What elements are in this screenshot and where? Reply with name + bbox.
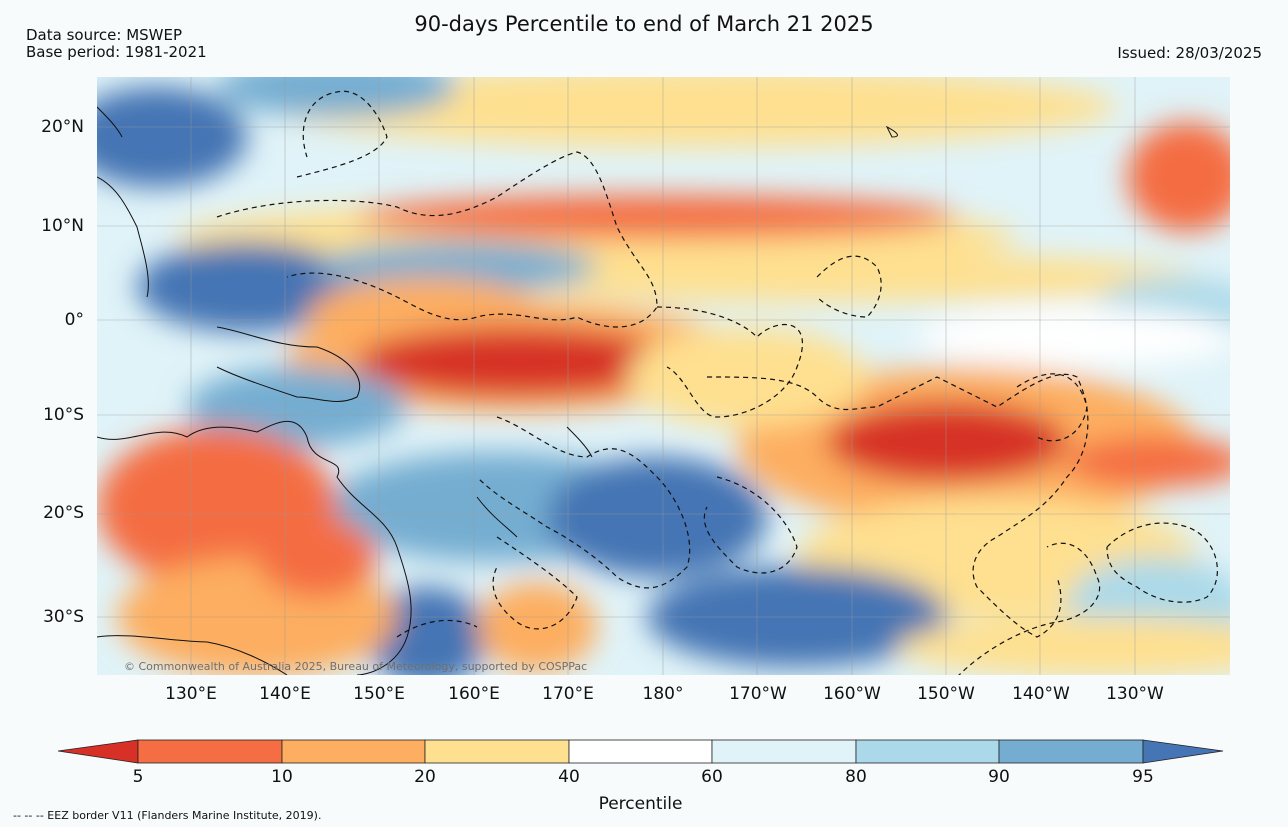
- percentile-map: [97, 77, 1230, 675]
- data-source-info: Data source: MSWEP Base period: 1981-202…: [26, 27, 207, 61]
- graticule: [97, 77, 1230, 675]
- coastlines: [97, 106, 898, 675]
- colorbar-segment-80-90: [855, 739, 1000, 764]
- lon-label-170w: 170°W: [729, 684, 787, 704]
- colorbar-segment-20-40: [424, 739, 570, 764]
- colorbar-tick-90: 90: [988, 767, 1010, 787]
- colorbar-segment-40-60: [568, 739, 713, 764]
- colorbar-tick-40: 40: [558, 767, 580, 787]
- colorbar-tick-10: 10: [271, 767, 293, 787]
- colorbar-extend-high: [1142, 739, 1224, 764]
- colorbar-tick-5: 5: [132, 767, 144, 787]
- lon-label-140w: 140°W: [1012, 684, 1070, 704]
- lat-label-10s: 10°S: [43, 405, 84, 425]
- lon-label-180: 180°: [642, 684, 684, 704]
- colorbar-segment-5-10: [137, 739, 283, 764]
- colorbar-segment-10-20: [281, 739, 426, 764]
- lon-label-130w: 130°W: [1106, 684, 1164, 704]
- colorbar-tick-95: 95: [1132, 767, 1154, 787]
- lon-label-160w: 160°W: [823, 684, 881, 704]
- colorbar-tick-60: 60: [701, 767, 723, 787]
- eez-footnote: -- -- -- EEZ border V11 (Flanders Marine…: [13, 809, 322, 822]
- lat-label-20n: 20°N: [41, 117, 84, 137]
- eez-borders: [216, 90, 1218, 675]
- colorbar-segment-90-95: [998, 739, 1144, 764]
- map-title: 90-days Percentile to end of March 21 20…: [414, 12, 874, 36]
- lat-label-30s: 30°S: [43, 607, 84, 627]
- lon-label-150w: 150°W: [917, 684, 975, 704]
- lon-label-130e: 130°E: [165, 684, 217, 704]
- colorbar: [57, 739, 1224, 764]
- issued-date: Issued: 28/03/2025: [1117, 44, 1262, 62]
- base-period-text: Base period: 1981-2021: [26, 43, 207, 61]
- lon-label-140e: 140°E: [259, 684, 311, 704]
- colorbar-segment-60-80: [711, 739, 857, 764]
- copyright-notice: © Commonwealth of Australia 2025, Bureau…: [124, 660, 588, 673]
- lat-label-20s: 20°S: [43, 503, 84, 523]
- colorbar-tick-80: 80: [845, 767, 867, 787]
- colorbar-tick-20: 20: [414, 767, 436, 787]
- colorbar-title: Percentile: [598, 794, 683, 814]
- data-source-text: Data source: MSWEP: [26, 26, 183, 44]
- lat-label-0: 0°: [64, 310, 84, 330]
- lon-label-150e: 150°E: [353, 684, 405, 704]
- lon-label-160e: 160°E: [448, 684, 500, 704]
- colorbar-extend-low: [57, 739, 139, 764]
- lat-label-10n: 10°N: [41, 216, 84, 236]
- lon-label-170e: 170°E: [542, 684, 594, 704]
